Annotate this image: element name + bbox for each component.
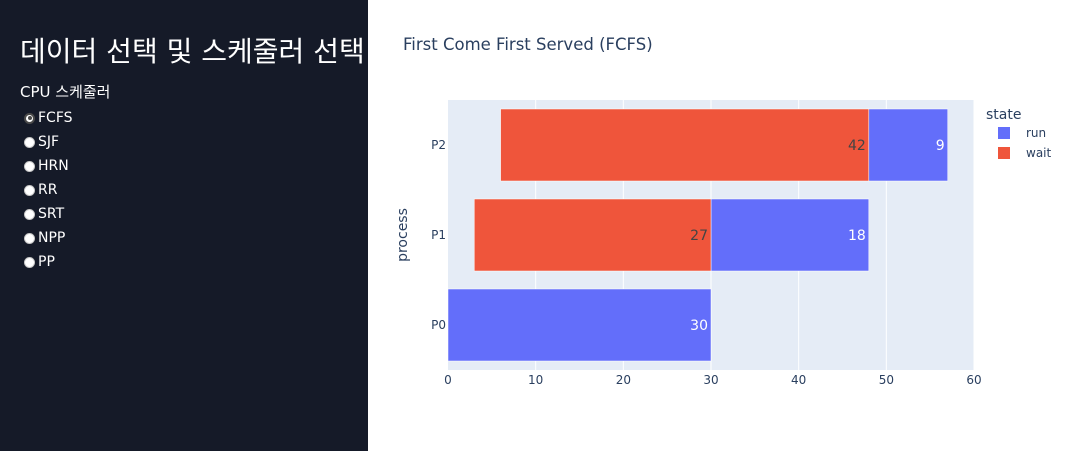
chart-title: First Come First Served (FCFS) [403, 35, 653, 54]
sidebar-title: 데이터 선택 및 스케줄러 선택 [20, 35, 365, 68]
x-tick-label: 40 [791, 373, 806, 387]
radio-button[interactable] [24, 184, 35, 196]
y-tick-label: P2 [431, 138, 446, 152]
legend-label-wait[interactable]: wait [1026, 146, 1052, 160]
radio-label: FCFS [38, 110, 73, 126]
bar-wait[interactable] [474, 198, 712, 272]
radio-button[interactable] [24, 256, 35, 268]
legend-title: state [986, 107, 1021, 123]
legend-label-run[interactable]: run [1026, 126, 1046, 140]
radio-label: SJF [38, 134, 60, 150]
radio-button-checked[interactable] [24, 112, 35, 124]
scheduler-group-label: CPU 스케줄러 [20, 83, 111, 101]
scheduler-radio-group: FCFS SJF HRN RR SRT NPP PP [24, 106, 73, 274]
radio-option-npp[interactable]: NPP [24, 226, 73, 250]
y-tick-label: P1 [431, 228, 446, 242]
y-tick-label: P0 [431, 318, 446, 332]
radio-option-fcfs[interactable]: FCFS [24, 106, 73, 130]
bar-value-label: 18 [848, 228, 866, 244]
x-tick-label: 20 [616, 373, 631, 387]
radio-option-hrn[interactable]: HRN [24, 154, 73, 178]
x-tick-label: 50 [879, 373, 894, 387]
radio-button[interactable] [24, 208, 35, 220]
bar-value-label: 27 [690, 228, 708, 244]
radio-label: SRT [38, 206, 65, 222]
radio-option-sjf[interactable]: SJF [24, 130, 73, 154]
x-tick-label: 60 [966, 373, 981, 387]
radio-label: HRN [38, 158, 69, 174]
bar-run[interactable] [447, 288, 712, 362]
radio-option-pp[interactable]: PP [24, 250, 73, 274]
legend-swatch-run[interactable] [998, 127, 1010, 139]
x-tick-label: 0 [444, 373, 452, 387]
bar-value-label: 30 [690, 318, 708, 334]
radio-label: PP [38, 254, 55, 270]
radio-button[interactable] [24, 160, 35, 172]
bar-run[interactable] [868, 108, 948, 182]
gantt-chart[interactable]: 0 10 20 30 40 50 60 P0 P1 P2 process 30 18 9 27 42 state… [368, 0, 1068, 451]
x-tick-label: 10 [528, 373, 543, 387]
bar-run[interactable] [710, 198, 870, 272]
y-axis-title: process [395, 208, 411, 262]
bar-wait[interactable] [500, 108, 870, 182]
radio-option-srt[interactable]: SRT [24, 202, 73, 226]
radio-button[interactable] [24, 232, 35, 244]
bar-value-label: 9 [936, 138, 945, 154]
radio-button[interactable] [24, 136, 35, 148]
bar-value-label: 42 [848, 138, 866, 154]
radio-label: NPP [38, 230, 66, 246]
legend-swatch-wait[interactable] [998, 147, 1010, 159]
radio-option-rr[interactable]: RR [24, 178, 73, 202]
x-tick-label: 30 [703, 373, 718, 387]
sidebar: 데이터 선택 및 스케줄러 선택 CPU 스케줄러 FCFS SJF HRN R… [0, 0, 368, 451]
radio-label: RR [38, 182, 58, 198]
